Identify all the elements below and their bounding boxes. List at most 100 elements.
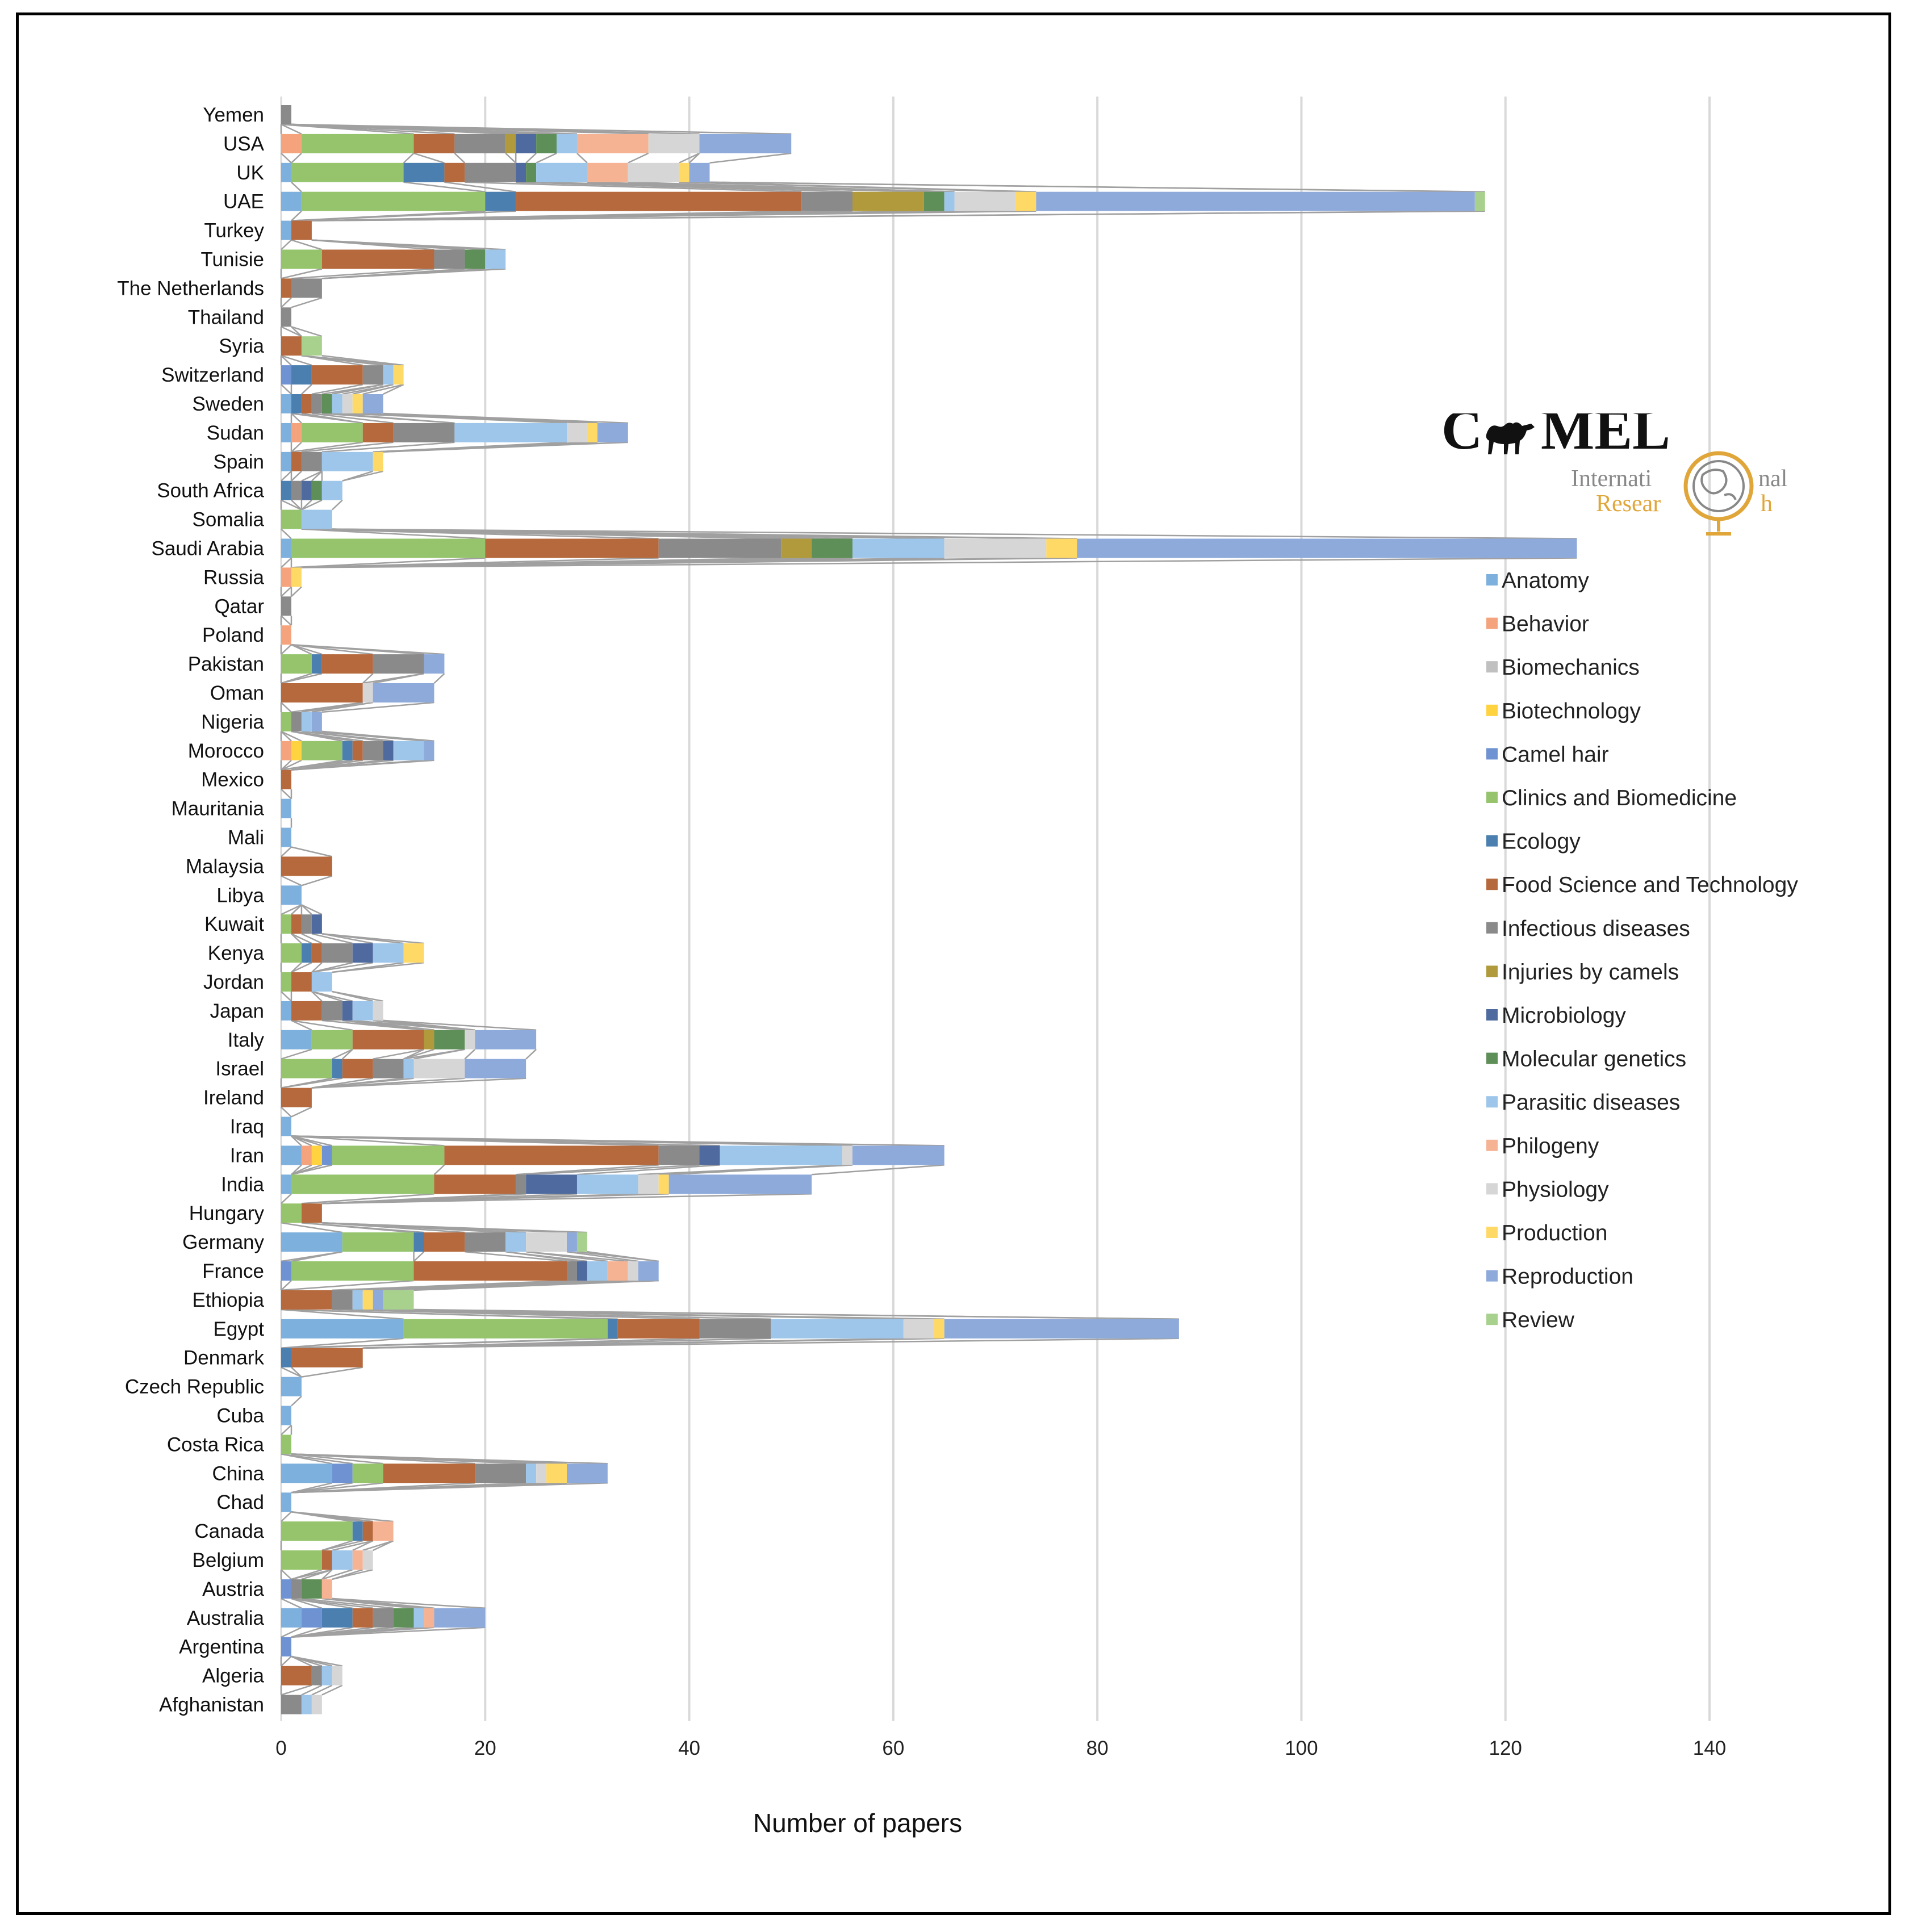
series-line xyxy=(383,1019,537,1031)
legend-swatch xyxy=(1486,1139,1498,1151)
series-line xyxy=(291,1164,333,1176)
legend-item: Microbiology xyxy=(1502,1003,1626,1028)
bar-segment xyxy=(362,741,383,760)
bar-segment xyxy=(852,538,944,558)
category-label: Argentina xyxy=(179,1636,264,1658)
bar-segment xyxy=(301,423,363,442)
bar-segment xyxy=(424,1608,434,1628)
bar-segment xyxy=(281,1608,302,1628)
x-tick-label: 100 xyxy=(1285,1737,1318,1759)
bar-segment xyxy=(689,162,710,182)
x-tick-label: 80 xyxy=(1086,1737,1109,1759)
series-line xyxy=(301,1366,363,1378)
bar-segment xyxy=(567,1232,577,1252)
bar-segment xyxy=(291,567,302,587)
bar-segment xyxy=(311,914,322,934)
series-line xyxy=(321,701,434,713)
legend-swatch xyxy=(1486,617,1498,629)
legend-item: Clinics and Biomedicine xyxy=(1502,786,1737,810)
legend-item: Reproduction xyxy=(1502,1265,1633,1289)
category-label: Thailand xyxy=(188,306,264,328)
bar-segment xyxy=(291,972,312,992)
series-line xyxy=(301,384,312,395)
series-line xyxy=(281,1569,292,1580)
bar-segment xyxy=(373,683,434,702)
gridlines xyxy=(280,97,1711,1721)
series-line xyxy=(281,470,292,482)
series-line xyxy=(281,1308,404,1320)
series-line xyxy=(281,730,292,742)
bar-segment xyxy=(648,133,700,153)
bar-segment xyxy=(321,1608,353,1628)
series-line xyxy=(505,1251,588,1262)
bar-segment xyxy=(413,1261,567,1281)
bar-segment xyxy=(413,133,455,153)
series-line xyxy=(281,499,302,511)
series-line xyxy=(291,1598,323,1609)
series-line xyxy=(281,586,292,597)
x-tick-label: 60 xyxy=(882,1737,904,1759)
bar-segment xyxy=(321,1001,342,1021)
x-tick-labels: 0 20 40 60 80 100 120 140 xyxy=(275,1737,1726,1759)
series-line xyxy=(281,152,292,164)
series-line xyxy=(587,1251,659,1262)
bar-segment xyxy=(403,1319,608,1339)
bar-segment xyxy=(291,1348,363,1368)
series-line xyxy=(291,413,302,424)
category-label: USA xyxy=(223,133,265,155)
legend-swatch xyxy=(1486,1096,1498,1108)
bar-segment xyxy=(281,1550,322,1570)
series-line xyxy=(291,1482,383,1494)
bar-segment xyxy=(281,1261,291,1281)
bar-segment xyxy=(699,1145,720,1165)
series-line xyxy=(526,1164,700,1176)
series-line xyxy=(281,1337,404,1349)
category-label: Australia xyxy=(187,1607,265,1629)
legend-swatch xyxy=(1486,1052,1498,1064)
bar-segment xyxy=(393,423,455,442)
category-label: Austria xyxy=(202,1578,264,1600)
bar-segment xyxy=(301,509,332,529)
legend-item: Biomechanics xyxy=(1502,655,1640,680)
series-line xyxy=(332,961,424,973)
series-line xyxy=(301,470,323,482)
series-line xyxy=(291,1019,353,1031)
bar-segment xyxy=(485,538,659,558)
series-line xyxy=(383,441,628,453)
bar-segment xyxy=(291,914,302,934)
series-line xyxy=(281,1684,312,1696)
series-line xyxy=(352,1540,374,1552)
category-label: Japan xyxy=(210,1000,264,1022)
series-line xyxy=(332,412,455,424)
bar-segment xyxy=(281,1463,332,1483)
bar-segment xyxy=(362,683,373,702)
legend-swatch xyxy=(1486,922,1498,934)
bar-segment xyxy=(465,1232,506,1252)
legend-item: Review xyxy=(1502,1308,1575,1332)
series-line xyxy=(291,152,302,164)
series-line xyxy=(291,643,445,655)
bar-segment xyxy=(321,1666,332,1686)
series-line xyxy=(321,1598,424,1609)
bar-segment xyxy=(434,249,465,269)
legend-item: Camel hair xyxy=(1502,742,1609,767)
series-line xyxy=(291,933,312,944)
bar-segment xyxy=(658,1145,700,1165)
bar-segment xyxy=(465,162,516,182)
series-line xyxy=(291,557,486,568)
bar-segment xyxy=(954,191,1016,211)
bar-segment xyxy=(1474,191,1485,211)
bar-segment xyxy=(281,1232,342,1252)
bar-segment xyxy=(720,1145,843,1165)
series-line xyxy=(321,354,404,366)
series-line xyxy=(812,1164,944,1176)
bar-segment xyxy=(281,654,312,674)
category-label: Libya xyxy=(216,884,264,906)
bar-segment xyxy=(842,1145,852,1165)
category-label: Russia xyxy=(203,566,265,588)
series-line xyxy=(373,672,424,684)
bar-segment xyxy=(903,1319,934,1339)
category-label: Turkey xyxy=(204,220,264,242)
series-line xyxy=(311,1077,526,1089)
legend-swatch xyxy=(1486,835,1498,847)
